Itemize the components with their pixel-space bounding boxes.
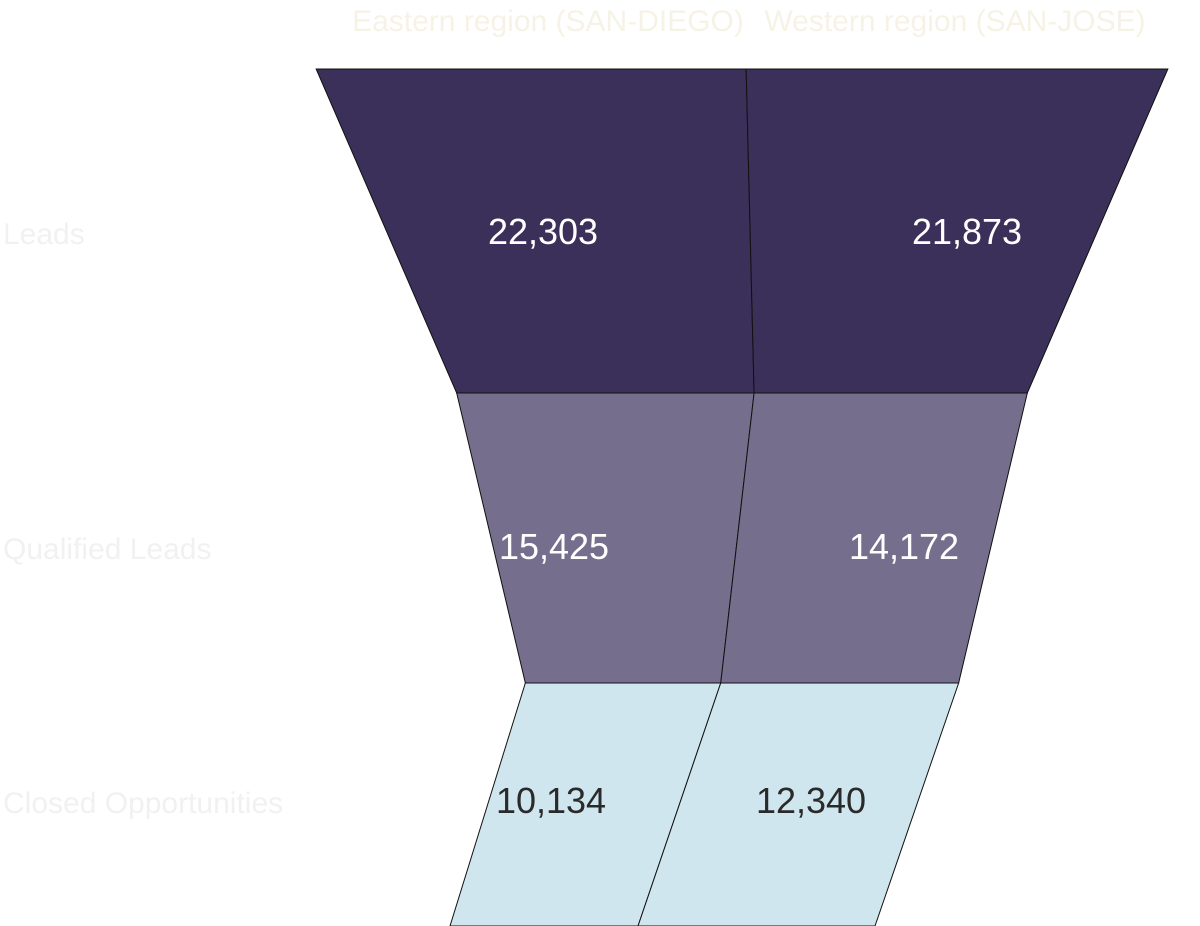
funnel-segment-series-1-stage-3: [449, 682, 722, 926]
value-label-series-2-stage-1: 21,873: [912, 211, 1022, 252]
legend-series-2: Western region (SAN-JOSE): [764, 5, 1145, 38]
value-label-series-1-stage-3: 10,134: [496, 780, 606, 821]
legend-series-1: Eastern region (SAN-DIEGO): [352, 5, 744, 38]
funnel-segment-series-2-stage-3: [637, 682, 960, 926]
stage-label-closed-opportunities: Closed Opportunities: [3, 787, 283, 820]
value-label-series-1-stage-1: 22,303: [488, 211, 598, 252]
value-label-series-1-stage-2: 15,425: [499, 526, 609, 567]
stage-label-qualified-leads: Qualified Leads: [3, 533, 211, 566]
value-label-series-2-stage-3: 12,340: [756, 780, 866, 821]
funnel-value-labels: 22,303 21,873 15,425 14,172 10,134 12,340: [488, 211, 1022, 821]
funnel-segments: [315, 68, 1169, 926]
stage-label-leads: Leads: [3, 218, 85, 251]
value-label-series-2-stage-2: 14,172: [849, 526, 959, 567]
stage-labels: Leads Qualified Leads Closed Opportuniti…: [3, 218, 283, 820]
legend: Eastern region (SAN-DIEGO) Western regio…: [352, 5, 1146, 38]
